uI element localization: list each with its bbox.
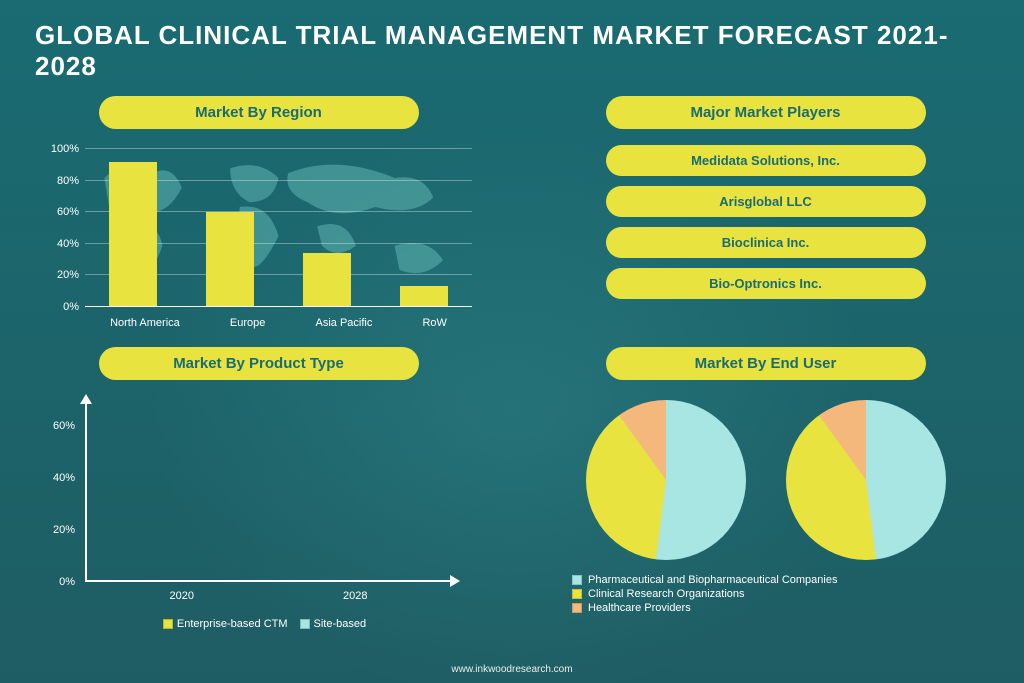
region-ytick: 60% [57, 206, 79, 218]
footer-url: www.inkwoodresearch.com [0, 664, 1024, 675]
region-bars [85, 149, 472, 307]
region-category-label: RoW [422, 317, 446, 329]
region-category-label: North America [110, 317, 180, 329]
region-category-label: Europe [230, 317, 265, 329]
players-heading: Major Market Players [606, 96, 926, 129]
product-ytick: 20% [53, 524, 75, 536]
product-ytick: 60% [53, 420, 75, 432]
product-heading: Market By Product Type [99, 347, 419, 380]
region-chart: 0% 20% 40% 60% 80% 100% North America Europe As… [35, 139, 482, 329]
legend-swatch [572, 575, 582, 585]
region-categories: North America Europe Asia Pacific RoW [85, 317, 472, 329]
pie-row [542, 400, 989, 560]
legend-swatch [572, 589, 582, 599]
product-chart: 0% 20% 40% 60% 2020 2028 Enterprise-based CT… [35, 390, 482, 630]
product-ytick: 0% [59, 576, 75, 588]
page-title: GLOBAL CLINICAL TRIAL MANAGEMENT MARKET … [35, 20, 989, 82]
legend-label: Clinical Research Organizations [588, 588, 745, 600]
pie-chart [786, 400, 946, 560]
product-y-ticks: 0%20%40%60% [35, 400, 85, 582]
region-heading: Market By Region [99, 96, 419, 129]
product-group-label: 2028 [343, 590, 367, 602]
players-list: Medidata Solutions, Inc. Arisglobal LLC Bi… [542, 139, 989, 299]
product-legend: Enterprise-based CTM Site-based [35, 618, 482, 630]
player-pill: Medidata Solutions, Inc. [606, 145, 926, 176]
pie-legend-item: Clinical Research Organizations [572, 588, 989, 600]
legend-label: Healthcare Providers [588, 602, 691, 614]
region-baseline [85, 306, 472, 307]
legend-label: Enterprise-based CTM [177, 618, 288, 630]
region-ytick: 100% [51, 143, 79, 155]
region-section: Market By Region 0% 20% 40% 60% 80% 100% Nort… [35, 96, 482, 329]
pie-chart [586, 400, 746, 560]
region-y-axis: 0%20%40%60%80%100% [35, 149, 85, 307]
product-y-axis [85, 400, 87, 582]
player-pill: Bioclinica Inc. [606, 227, 926, 258]
region-ytick: 0% [63, 301, 79, 313]
region-ytick: 80% [57, 175, 79, 187]
region-ytick: 20% [57, 269, 79, 281]
region-bar [109, 162, 157, 307]
x-arrow-icon [450, 575, 460, 587]
region-bar [400, 286, 448, 307]
region-bar [303, 253, 351, 307]
pie-legend-item: Pharmaceutical and Biopharmaceutical Com… [572, 574, 989, 586]
player-pill: Arisglobal LLC [606, 186, 926, 217]
region-bar [206, 212, 254, 307]
region-category-label: Asia Pacific [316, 317, 373, 329]
product-group-label: 2020 [170, 590, 194, 602]
product-bars [95, 400, 442, 582]
enduser-heading: Market By End User [606, 347, 926, 380]
enduser-section: Market By End User Pharmaceutical and Bi… [542, 347, 989, 630]
legend-swatch [572, 603, 582, 613]
product-ytick: 40% [53, 472, 75, 484]
region-ytick: 40% [57, 238, 79, 250]
legend-swatch [163, 619, 173, 629]
legend-label: Pharmaceutical and Biopharmaceutical Com… [588, 574, 837, 586]
pie-legend-item: Healthcare Providers [572, 602, 989, 614]
pie-legend: Pharmaceutical and Biopharmaceutical Com… [542, 574, 989, 614]
legend-label: Site-based [314, 618, 367, 630]
product-x-labels: 2020 2028 [95, 590, 442, 602]
product-section: Market By Product Type 0%20%40%60% 20202… [35, 347, 482, 630]
legend-swatch [300, 619, 310, 629]
players-section: Major Market Players Medidata Solutions,… [542, 96, 989, 329]
player-pill: Bio-Optronics Inc. [606, 268, 926, 299]
